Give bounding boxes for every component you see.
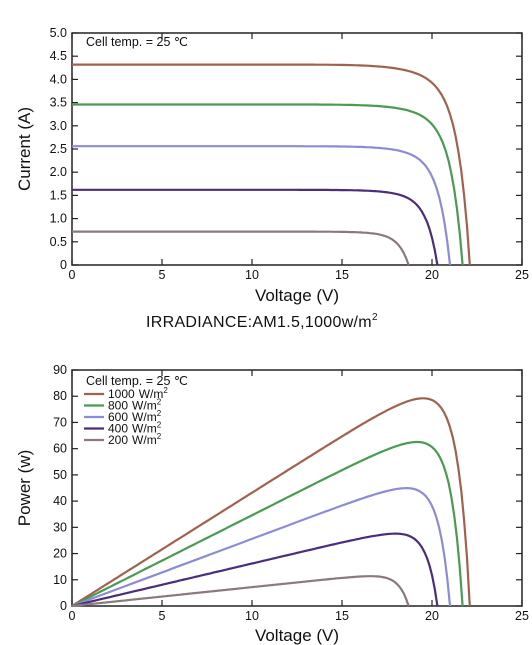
iv-series-line-4 <box>72 230 410 266</box>
iv-y-tick-label: 3.0 <box>50 119 67 133</box>
iv-y-tick-label: 1.0 <box>50 212 67 226</box>
pv-series-line-0 <box>71 397 471 607</box>
iv-y-axis-title: Current (A) <box>15 107 34 191</box>
pv-x-ticks: 0 5 10 15 20 25 <box>69 370 529 623</box>
pv-legend-label-0: 1000 W/m2 <box>108 386 168 401</box>
pv-legend-unit: W/m <box>132 399 157 413</box>
iv-y-tick-label: 4.5 <box>50 49 67 63</box>
iv-x-tick-label: 0 <box>69 268 76 282</box>
pv-x-tick-label: 0 <box>69 609 76 623</box>
pv-legend-label-3: 400 W/m2 <box>108 421 162 436</box>
pv-y-axis-title: Power (w) <box>15 450 34 527</box>
iv-x-tick-label: 10 <box>245 268 259 282</box>
pv-plot-frame <box>71 369 523 607</box>
iv-y-tick-label: 3.5 <box>50 96 67 110</box>
pv-legend-sup: 2 <box>157 409 162 418</box>
pv-y-tick-label: 20 <box>53 547 67 561</box>
iv-y-tick-label: 4.0 <box>50 72 67 86</box>
pv-chart: 0 5 10 15 20 25 0 10 20 30 40 50 60 70 80 90 Cell temp… <box>15 363 529 645</box>
iv-y-tick-label: 2.5 <box>50 142 67 156</box>
iv-x-tick-label: 15 <box>335 268 349 282</box>
iv-plot-frame <box>71 32 523 266</box>
pv-legend-label-4: 200 W/m2 <box>108 432 162 447</box>
iv-x-axis-title: Voltage (V) <box>255 286 339 305</box>
iv-chart: 0 5 10 15 20 25 0 0.5 1.0 1.5 2.0 2.5 3.0 3.5 4.0 4.5 5… <box>15 26 529 331</box>
pv-y-tick-label: 50 <box>53 468 67 482</box>
pv-x-tick-label: 15 <box>335 609 349 623</box>
pv-y-ticks: 0 10 20 30 40 50 60 70 80 90 <box>53 363 522 613</box>
pv-y-tick-label: 40 <box>53 494 67 508</box>
pv-legend-label-2: 600 W/m2 <box>108 409 162 424</box>
iv-y-tick-label: 0 <box>60 258 67 272</box>
iv-x-ticks: 0 5 10 15 20 25 <box>69 33 529 282</box>
pv-series-line-3 <box>71 532 439 608</box>
pv-legend-sup: 2 <box>163 386 168 395</box>
iv-y-tick-label: 0.5 <box>50 235 67 249</box>
pv-legend-label-1: 800 W/m2 <box>108 398 162 413</box>
iv-caption-main: IRRADIANCE:AM1.5,1000w/m <box>146 314 372 331</box>
iv-series-group <box>72 63 471 266</box>
iv-annotation: Cell temp. = 25 ℃ <box>86 35 188 49</box>
pv-x-axis-title: Voltage (V) <box>255 626 339 645</box>
pv-legend-value: 400 <box>108 422 128 436</box>
iv-y-tick-label: 5.0 <box>50 26 67 40</box>
iv-x-tick-label: 5 <box>159 268 166 282</box>
pv-legend-value: 200 <box>108 433 128 447</box>
pv-legend-sup: 2 <box>157 421 162 430</box>
pv-x-tick-label: 10 <box>245 609 259 623</box>
pv-legend-sup: 2 <box>157 432 162 441</box>
pv-series-group <box>71 397 471 608</box>
pv-legend-value: 1000 <box>108 387 135 401</box>
iv-x-tick-label: 25 <box>515 268 529 282</box>
pv-legend-unit: W/m <box>139 387 164 401</box>
pv-x-tick-label: 25 <box>515 609 529 623</box>
pv-y-tick-label: 80 <box>53 389 67 403</box>
iv-series-line-0 <box>72 63 471 266</box>
pv-annotation: Cell temp. = 25 ℃ <box>86 374 188 388</box>
pv-legend-value: 800 <box>108 399 128 413</box>
iv-series-line-2 <box>72 145 452 266</box>
pv-y-tick-label: 70 <box>53 415 67 429</box>
iv-y-ticks: 0 0.5 1.0 1.5 2.0 2.5 3.0 3.5 4.0 4.5 5.0 <box>50 26 522 272</box>
pv-legend-unit: W/m <box>132 422 157 436</box>
pv-series-line-1 <box>71 440 464 607</box>
iv-y-tick-label: 2.0 <box>50 165 67 179</box>
iv-caption-sup: 2 <box>372 312 378 323</box>
pv-y-tick-label: 60 <box>53 442 67 456</box>
pv-legend-unit: W/m <box>132 410 157 424</box>
pv-y-tick-label: 10 <box>53 573 67 587</box>
iv-series-line-1 <box>72 103 464 266</box>
iv-series-line-3 <box>72 188 439 266</box>
iv-y-tick-label: 1.5 <box>50 188 67 202</box>
pv-y-tick-label: 0 <box>60 599 67 613</box>
pv-legend-unit: W/m <box>132 433 157 447</box>
pv-series-line-4 <box>71 575 410 608</box>
pv-x-tick-label: 20 <box>425 609 439 623</box>
iv-caption: IRRADIANCE:AM1.5,1000w/m2 <box>146 312 378 331</box>
iv-x-tick-label: 20 <box>425 268 439 282</box>
pv-series-line-2 <box>71 487 452 608</box>
pv-x-tick-label: 5 <box>159 609 166 623</box>
pv-y-tick-label: 30 <box>53 520 67 534</box>
pv-y-tick-label: 90 <box>53 363 67 377</box>
pv-legend-sup: 2 <box>157 398 162 407</box>
pv-legend-value: 600 <box>108 410 128 424</box>
